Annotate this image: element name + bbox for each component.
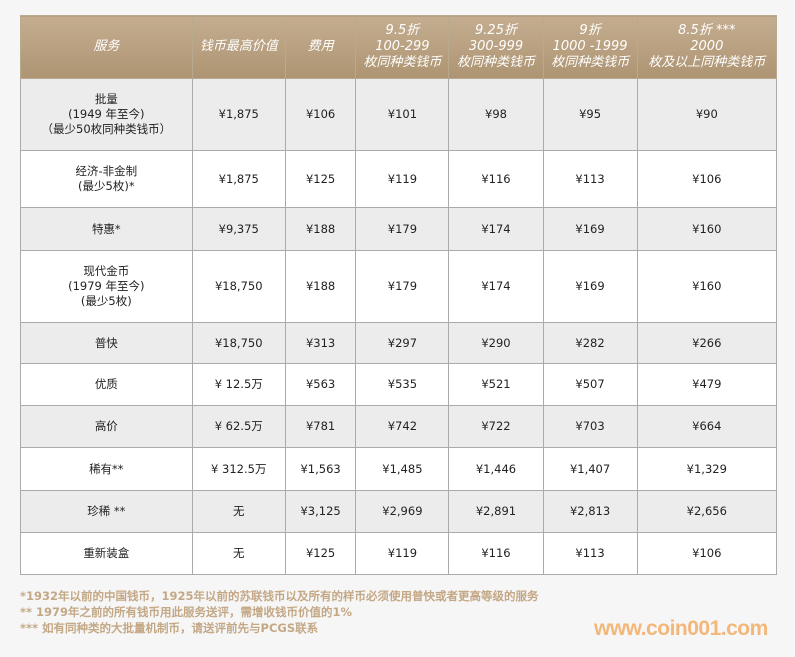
price-cell: ¥1,875 [191,78,286,151]
price-cell: ¥188 [284,207,357,251]
footnote-2: ** 1979年之前的所有钱币用此服务送评，需增收钱币价值的1% [20,605,353,619]
table-row: 特惠* ¥9,375 ¥188 ¥179 ¥174 ¥169 ¥160 [20,207,778,251]
table-row: 珍稀 ** 无 ¥3,125 ¥2,969 ¥2,891 ¥2,813 ¥2,656 [20,490,778,533]
price-cell: ¥169 [542,207,638,251]
price-cell: 无 [191,490,286,533]
price-cell: ¥106 [284,78,357,151]
column-header: 9.25折 300-999 枚同种类钱币 [448,15,544,79]
price-cell: ¥1,875 [191,150,286,208]
price-cell: ¥ 12.5万 [191,363,286,406]
price-cell: ¥9,375 [191,207,286,251]
table-row: 高价 ¥ 62.5万 ¥781 ¥742 ¥722 ¥703 ¥664 [20,405,778,448]
price-cell: ¥160 [636,207,778,251]
service-name: 特惠* [20,207,193,251]
price-cell: ¥2,969 [355,490,450,533]
price-cell: ¥113 [542,150,638,208]
footnotes: *1932年以前的中国钱币，1925年以前的苏联钱币以及所有的样币必须使用普快或… [20,588,539,636]
price-cell: ¥313 [284,322,357,364]
price-cell: ¥95 [542,78,638,151]
price-cell: ¥703 [542,405,638,448]
price-cell: ¥125 [284,150,357,208]
price-cell: ¥3,125 [284,490,357,533]
table-row: 优质 ¥ 12.5万 ¥563 ¥535 ¥521 ¥507 ¥479 [20,363,778,406]
price-cell: ¥563 [284,363,357,406]
price-cell: ¥1,563 [284,447,357,491]
column-header: 费用 [284,15,357,79]
service-name: 优质 [20,363,193,406]
price-cell: ¥2,891 [448,490,544,533]
table-row: 稀有** ¥ 312.5万 ¥1,563 ¥1,485 ¥1,446 ¥1,407 ¥1,3… [20,447,778,491]
pricing-table: 服务 钱币最高价值 费用 9.5折 100-299 枚同种类钱币 9.25折 300-9… [20,15,778,575]
price-cell: ¥188 [284,250,357,323]
price-cell: ¥1,407 [542,447,638,491]
price-cell: ¥179 [355,207,450,251]
service-name: 稀有** [20,447,193,491]
header-row: 服务 钱币最高价值 费用 9.5折 100-299 枚同种类钱币 9.25折 300-9… [20,15,778,79]
table-row: 经济-非金制 (最少5枚)* ¥1,875 ¥125 ¥119 ¥116 ¥113 ¥106 [20,150,778,208]
price-cell: ¥106 [636,150,778,208]
price-cell: ¥98 [448,78,544,151]
column-header: 服务 [20,15,193,79]
service-name: 普快 [20,322,193,364]
price-cell: ¥90 [636,78,778,151]
price-cell: ¥664 [636,405,778,448]
price-cell: ¥113 [542,532,638,575]
price-cell: ¥266 [636,322,778,364]
service-name: 高价 [20,405,193,448]
price-cell: ¥2,813 [542,490,638,533]
table-row: 批量 (1949 年至今) （最少50枚同种类钱币） ¥1,875 ¥106 ¥101… [20,78,778,151]
price-cell: ¥535 [355,363,450,406]
price-cell: ¥116 [448,150,544,208]
price-cell: 无 [191,532,286,575]
price-cell: ¥179 [355,250,450,323]
price-cell: ¥101 [355,78,450,151]
price-cell: ¥722 [448,405,544,448]
price-cell: ¥125 [284,532,357,575]
column-header: 8.5折 *** 2000 枚及以上同种类钱币 [636,15,778,79]
price-cell: ¥282 [542,322,638,364]
site-logo: www.coin001.com [594,617,768,640]
price-cell: ¥174 [448,207,544,251]
column-header: 9折 1000 -1999 枚同种类钱币 [542,15,638,79]
price-cell: ¥1,446 [448,447,544,491]
table-row: 重新装盒无 ¥125 ¥119 ¥116 ¥113 ¥106 [20,532,778,575]
service-name: 重新装盒 [20,532,193,575]
price-cell: ¥119 [355,150,450,208]
price-cell: ¥18,750 [191,250,286,323]
price-cell: ¥742 [355,405,450,448]
column-header: 9.5折 100-299 枚同种类钱币 [355,15,450,79]
price-cell: ¥479 [636,363,778,406]
price-cell: ¥116 [448,532,544,575]
footnote-1: *1932年以前的中国钱币，1925年以前的苏联钱币以及所有的样币必须使用普快或… [20,589,539,603]
price-cell: ¥160 [636,250,778,323]
service-name: 珍稀 ** [20,490,193,533]
price-cell: ¥2,656 [636,490,778,533]
service-name: 经济-非金制 (最少5枚)* [20,150,193,208]
price-cell: ¥18,750 [191,322,286,364]
price-cell: ¥ 62.5万 [191,405,286,448]
price-cell: ¥ 312.5万 [191,447,286,491]
price-cell: ¥290 [448,322,544,364]
table-row: 普快 ¥18,750 ¥313 ¥297 ¥290 ¥282 ¥266 [20,322,778,364]
price-cell: ¥174 [448,250,544,323]
price-cell: ¥119 [355,532,450,575]
service-name: 现代金币 (1979 年至今) (最少5枚) [20,250,193,323]
price-cell: ¥1,485 [355,447,450,491]
price-cell: ¥781 [284,405,357,448]
price-cell: ¥1,329 [636,447,778,491]
table-row: 现代金币 (1979 年至今) (最少5枚) ¥18,750 ¥188 ¥179 ¥17… [20,250,778,323]
price-cell: ¥106 [636,532,778,575]
price-cell: ¥297 [355,322,450,364]
column-header: 钱币最高价值 [191,15,286,79]
footnote-3: *** 如有同种类的大批量机制币，请送评前先与PCGS联系 [20,621,319,635]
service-name: 批量 (1949 年至今) （最少50枚同种类钱币） [20,78,193,151]
price-cell: ¥169 [542,250,638,323]
price-cell: ¥507 [542,363,638,406]
price-cell: ¥521 [448,363,544,406]
